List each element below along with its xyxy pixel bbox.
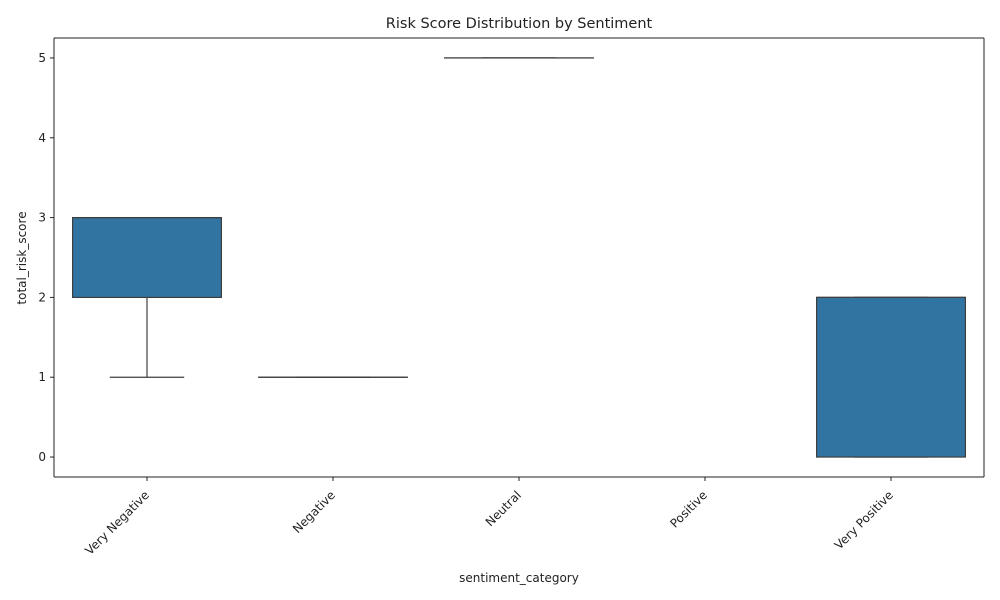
box-very-negative: [71, 216, 223, 299]
x-axis-label: sentiment_category: [459, 571, 579, 585]
y-tick-label-1: 1: [38, 370, 46, 384]
y-axis-label: total_risk_score: [15, 211, 29, 304]
plot-marks: [71, 57, 966, 458]
y-tick-label-5: 5: [38, 51, 46, 65]
box-group-very-negative: [71, 216, 223, 378]
y-tick-label-3: 3: [38, 211, 46, 225]
box-group-very-positive: [815, 296, 966, 458]
box-very-positive: [815, 296, 966, 458]
y-tick-label-0: 0: [38, 450, 46, 464]
y-tick-label-2: 2: [38, 290, 46, 304]
chart-title: Risk Score Distribution by Sentiment: [386, 16, 653, 32]
y-tick-label-4: 4: [38, 131, 46, 145]
